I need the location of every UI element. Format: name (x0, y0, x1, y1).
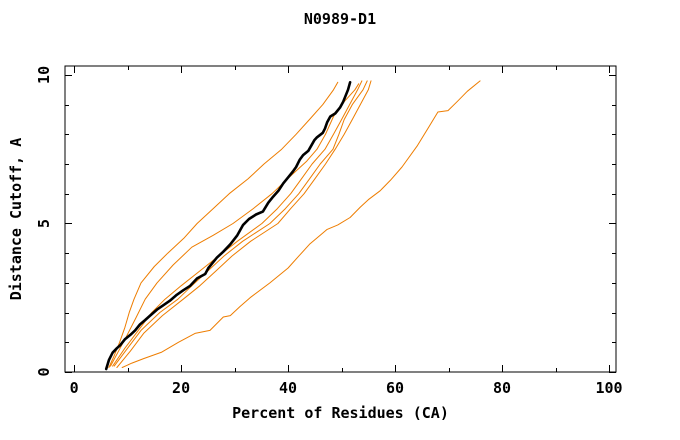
series-line-main-black (104, 81, 352, 371)
series-line-orange-6 (121, 80, 481, 368)
x-axis-label: Percent of Residues (CA) (232, 404, 449, 422)
series-line-orange-1 (108, 81, 339, 368)
plot-border (64, 65, 617, 373)
x-tick-label: 20 (172, 379, 190, 397)
x-tick-label: 80 (493, 379, 511, 397)
series-line-orange-4 (113, 80, 368, 367)
y-tick-label: 5 (35, 219, 53, 228)
x-tick-label: 40 (279, 379, 297, 397)
x-tick-label: 0 (70, 379, 79, 397)
y-tick-label: 0 (35, 367, 53, 376)
series-line-orange-5 (116, 80, 372, 368)
x-tick-label: 100 (595, 379, 622, 397)
y-tick-label: 10 (35, 66, 53, 84)
series-line-orange-3 (112, 80, 363, 367)
chart-title: N0989-D1 (303, 10, 377, 28)
x-tick-label: 60 (386, 379, 404, 397)
series-line-orange-2 (110, 83, 360, 367)
